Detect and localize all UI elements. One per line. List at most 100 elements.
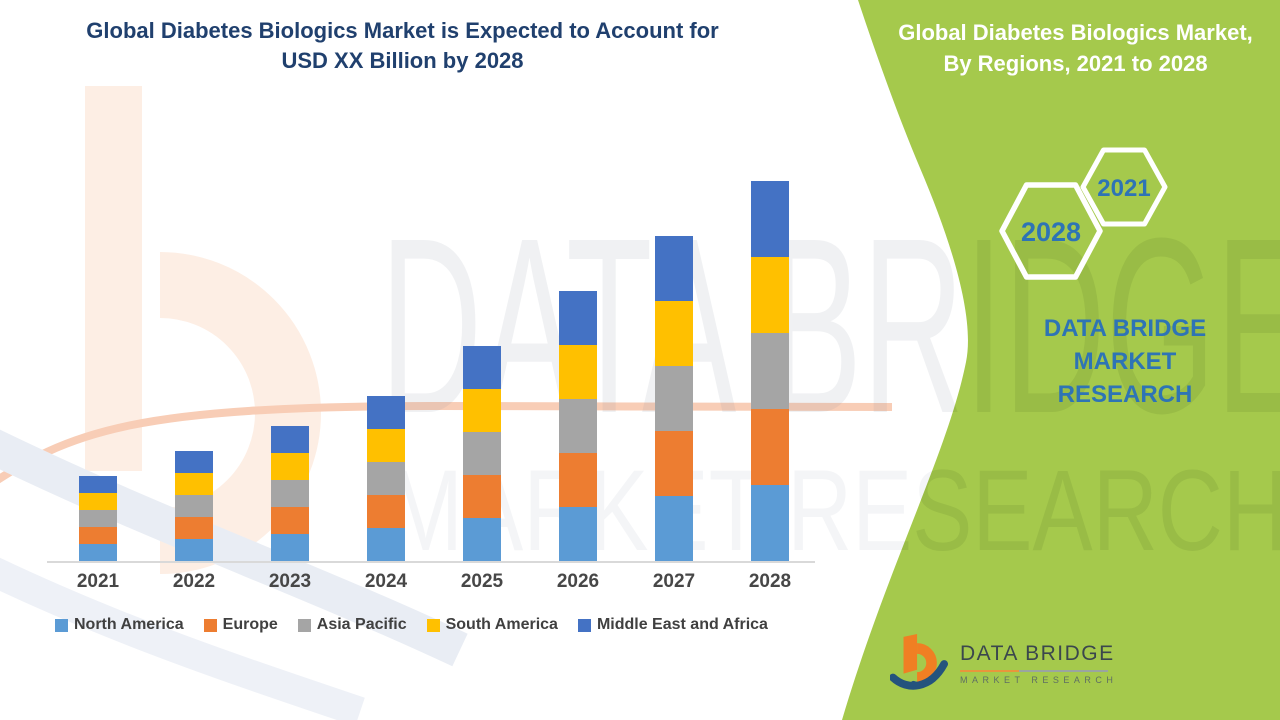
bar-2028 <box>751 181 789 561</box>
legend-label-europe: Europe <box>222 616 278 633</box>
bar-2021 <box>79 476 117 561</box>
bar-2027 <box>655 236 693 561</box>
bar-segment-2021-europe <box>79 527 117 544</box>
bar-segment-2028-asia-pacific <box>751 333 789 409</box>
legend-item-south-america: South America <box>426 616 558 634</box>
company-logo: DATA BRIDGE MARKET RESEARCH <box>890 632 1117 694</box>
x-axis-label-2024: 2024 <box>364 571 408 592</box>
legend-swatch-asia-pacific <box>297 618 311 632</box>
bar-segment-2026-north-america <box>559 507 597 561</box>
panel-title: Global Diabetes Biologics Market, By Reg… <box>883 17 1268 79</box>
stacked-bar-chart <box>47 168 817 563</box>
bar-segment-2028-europe <box>751 409 789 485</box>
legend-label-south-america: South America <box>445 616 558 633</box>
logo-divider-gray <box>1019 670 1108 672</box>
logo-tagline: MARKET RESEARCH <box>960 675 1118 685</box>
bar-segment-2025-europe <box>463 475 501 518</box>
bar-segment-2023-south-america <box>271 453 309 480</box>
bar-segment-2024-middle-east-and-africa <box>367 396 405 429</box>
brand-name-block: DATA BRIDGE MARKET RESEARCH <box>1000 312 1250 411</box>
bar-segment-2027-europe <box>655 431 693 496</box>
x-axis-label-2021: 2021 <box>76 571 120 592</box>
bar-segment-2023-middle-east-and-africa <box>271 426 309 453</box>
bar-segment-2027-south-america <box>655 301 693 366</box>
x-axis-label-2025: 2025 <box>460 571 504 592</box>
bar-segment-2025-middle-east-and-africa <box>463 346 501 389</box>
panel-title-line2: By Regions, 2021 to 2028 <box>943 51 1208 76</box>
legend-item-europe: Europe <box>203 616 278 634</box>
x-axis-label-2026: 2026 <box>556 571 600 592</box>
x-axis-label-2028: 2028 <box>748 571 792 592</box>
legend-swatch-europe <box>203 618 217 632</box>
hexagon-2021-label: 2021 <box>1097 175 1150 202</box>
bar-segment-2024-europe <box>367 495 405 528</box>
legend-swatch-north-america <box>55 618 68 632</box>
brand-line2: RESEARCH <box>1057 381 1193 408</box>
bar-segment-2026-europe <box>559 453 597 507</box>
hexagon-2021 <box>1080 147 1168 227</box>
bar-segment-2028-middle-east-and-africa <box>751 181 789 257</box>
chart-title: Global Diabetes Biologics Market is Expe… <box>35 16 770 76</box>
year-hexagons: 2028 2021 <box>999 147 1168 280</box>
bar-segment-2023-asia-pacific <box>271 480 309 507</box>
bar-2024 <box>367 396 405 561</box>
legend-swatch-south-america <box>426 618 440 632</box>
x-axis-labels: 2021 2022 2023 2024 2025 2026 2027 2028 <box>55 571 817 595</box>
bar-segment-2027-north-america <box>655 496 693 561</box>
green-panel-shape <box>842 0 1280 720</box>
bar-segment-2025-asia-pacific <box>463 432 501 475</box>
bar-segment-2022-north-america <box>175 539 213 561</box>
bar-segment-2021-middle-east-and-africa <box>79 476 117 493</box>
bar-segment-2026-asia-pacific <box>559 399 597 453</box>
bar-segment-2024-north-america <box>367 528 405 561</box>
bar-segment-2023-north-america <box>271 534 309 561</box>
bar-segment-2024-south-america <box>367 429 405 462</box>
x-axis-label-2027: 2027 <box>652 571 696 592</box>
bar-segment-2021-south-america <box>79 493 117 510</box>
watermark-b-logo <box>0 86 893 720</box>
brand-line1: DATA BRIDGE MARKET <box>1043 315 1207 375</box>
bar-segment-2023-europe <box>271 507 309 534</box>
logo-divider <box>960 670 1108 672</box>
bar-segment-2027-asia-pacific <box>655 366 693 431</box>
hexagon-2028 <box>999 182 1103 280</box>
chart-title-line2: USD XX Billion by 2028 <box>281 48 524 73</box>
bar-2023 <box>271 426 309 561</box>
bar-segment-2022-middle-east-and-africa <box>175 451 213 473</box>
logo-divider-orange <box>960 670 1020 672</box>
legend-label-middle-east-and-africa: Middle East and Africa <box>596 616 768 633</box>
bar-segment-2027-middle-east-and-africa <box>655 236 693 301</box>
panel-title-line1: Global Diabetes Biologics Market, <box>898 20 1253 45</box>
bar-segment-2024-asia-pacific <box>367 462 405 495</box>
bar-2022 <box>175 451 213 561</box>
bar-segment-2021-north-america <box>79 544 117 561</box>
bar-segment-2022-europe <box>175 517 213 539</box>
bar-segment-2021-asia-pacific <box>79 510 117 527</box>
legend-item-north-america: North America <box>55 616 184 634</box>
x-axis-line <box>47 561 815 563</box>
legend-label-north-america: North America <box>74 616 184 633</box>
chart-legend: North America Europe Asia Pacific South Ame… <box>55 616 768 634</box>
chart-title-line1: Global Diabetes Biologics Market is Expe… <box>86 18 719 43</box>
bar-segment-2022-asia-pacific <box>175 495 213 517</box>
bar-segment-2025-north-america <box>463 518 501 561</box>
legend-item-middle-east-and-africa: Middle East and Africa <box>577 616 768 634</box>
bar-segment-2025-south-america <box>463 389 501 432</box>
logo-name: DATA BRIDGE <box>960 642 1115 665</box>
x-axis-label-2022: 2022 <box>172 571 216 592</box>
logo-text: DATA BRIDGE MARKET RESEARCH <box>960 632 1117 685</box>
bar-segment-2028-north-america <box>751 485 789 561</box>
bar-2026 <box>559 291 597 561</box>
bar-2025 <box>463 346 501 561</box>
bar-segment-2022-south-america <box>175 473 213 495</box>
bar-segment-2028-south-america <box>751 257 789 333</box>
bar-segment-2026-middle-east-and-africa <box>559 291 597 345</box>
bar-segment-2026-south-america <box>559 345 597 399</box>
legend-label-asia-pacific: Asia Pacific <box>316 616 407 633</box>
legend-swatch-middle-east-and-africa <box>577 618 591 632</box>
hexagon-2028-label: 2028 <box>1021 217 1081 247</box>
legend-item-asia-pacific: Asia Pacific <box>297 616 407 634</box>
x-axis-label-2023: 2023 <box>268 571 312 592</box>
